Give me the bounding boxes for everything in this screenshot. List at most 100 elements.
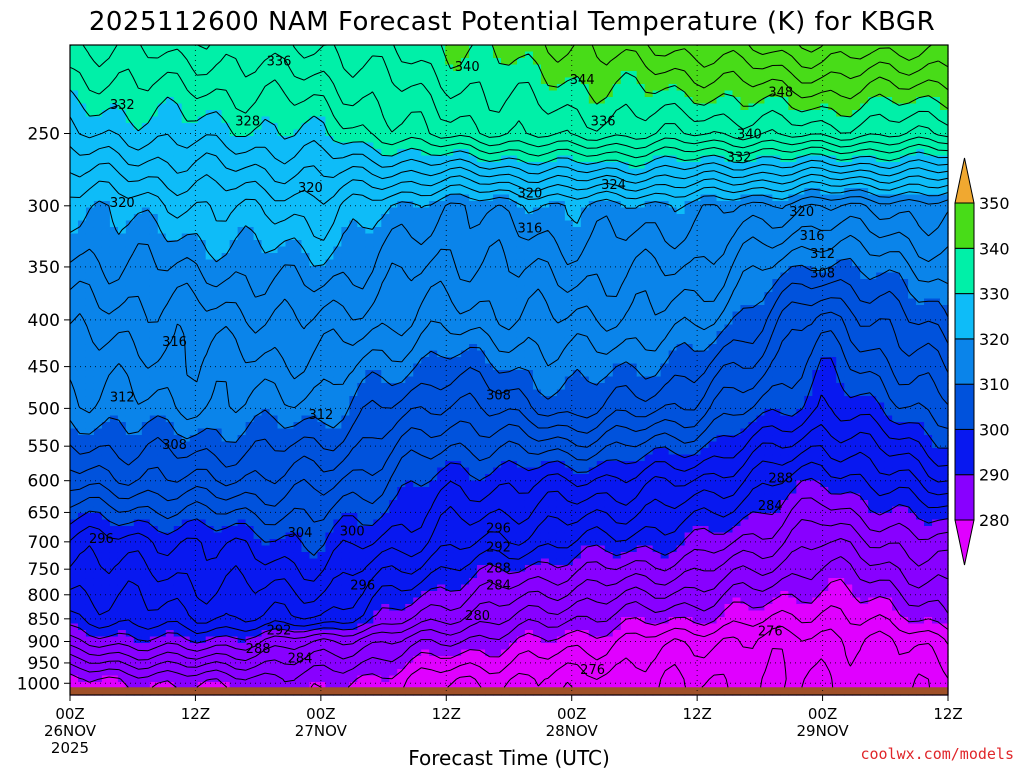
theta-cell (405, 617, 414, 625)
theta-cell (213, 656, 223, 664)
theta-cell (269, 428, 279, 436)
theta-cell (453, 565, 462, 573)
theta-cell (397, 207, 406, 215)
theta-cell (461, 103, 470, 111)
theta-cell (261, 435, 271, 443)
theta-cell (293, 363, 303, 371)
theta-cell (301, 422, 311, 430)
theta-cell (429, 571, 438, 579)
theta-cell (373, 188, 382, 196)
theta-cell (149, 617, 159, 625)
theta-cell (181, 656, 191, 664)
theta-cell (181, 552, 191, 560)
theta-cell (365, 441, 374, 449)
theta-cell (173, 552, 183, 560)
theta-cell (109, 311, 119, 319)
theta-cell (157, 578, 167, 586)
theta-cell (397, 214, 406, 222)
theta-cell (117, 500, 127, 508)
theta-cell (245, 662, 255, 670)
theta-cell (389, 461, 398, 469)
theta-cell (181, 149, 191, 157)
theta-cell (397, 298, 406, 306)
theta-cell (301, 578, 311, 586)
theta-cell (429, 487, 438, 495)
theta-cell (453, 305, 462, 313)
theta-cell (261, 643, 271, 651)
theta-cell (261, 240, 271, 248)
theta-cell (125, 90, 135, 98)
theta-cell (421, 103, 430, 111)
theta-cell (141, 435, 151, 443)
theta-cell (341, 682, 350, 690)
theta-cell (70, 344, 79, 352)
theta-cell (357, 617, 366, 625)
theta-cell (277, 259, 287, 267)
theta-cell (70, 51, 79, 59)
theta-cell (213, 636, 223, 644)
theta-cell (349, 519, 358, 527)
theta-cell (389, 331, 398, 339)
theta-cell (373, 532, 382, 540)
theta-cell (117, 168, 127, 176)
theta-cell (165, 292, 175, 300)
theta-cell (125, 305, 135, 313)
theta-cell (301, 409, 311, 417)
theta-cell (109, 467, 119, 475)
theta-cell (85, 77, 95, 85)
theta-cell (309, 337, 319, 345)
theta-cell (357, 201, 366, 209)
theta-cell (357, 467, 366, 475)
theta-cell (437, 259, 446, 267)
theta-cell (389, 435, 398, 443)
theta-cell (125, 396, 135, 404)
theta-cell (149, 324, 159, 332)
theta-cell (421, 402, 430, 410)
theta-cell (389, 129, 398, 137)
theta-cell (77, 435, 87, 443)
theta-cell (189, 441, 199, 449)
theta-cell (301, 220, 311, 228)
theta-cell (189, 259, 199, 267)
theta-cell (213, 201, 223, 209)
theta-cell (349, 558, 358, 566)
theta-cell (389, 630, 398, 638)
theta-cell (109, 552, 119, 560)
theta-cell (189, 155, 199, 163)
theta-cell (309, 45, 319, 53)
theta-cell (173, 233, 183, 241)
theta-cell (269, 526, 279, 534)
theta-cell (101, 305, 111, 313)
theta-cell (293, 214, 303, 222)
theta-cell (309, 84, 319, 92)
theta-cell (405, 246, 414, 254)
theta-cell (333, 669, 342, 677)
theta-cell (389, 656, 398, 664)
theta-cell (181, 181, 191, 189)
theta-cell (70, 519, 79, 527)
theta-cell (341, 383, 350, 391)
theta-cell (349, 77, 358, 85)
theta-cell (301, 565, 311, 573)
theta-cell (269, 649, 279, 657)
theta-cell (125, 64, 135, 72)
theta-cell (133, 51, 143, 59)
theta-cell (205, 103, 215, 111)
theta-cell (237, 649, 247, 657)
theta-cell (269, 233, 279, 241)
theta-cell (205, 318, 215, 326)
theta-cell (165, 454, 175, 462)
theta-cell (141, 682, 151, 690)
theta-cell (341, 123, 350, 131)
theta-cell (93, 623, 103, 631)
theta-cell (109, 493, 119, 501)
theta-cell (141, 129, 151, 137)
theta-cell (197, 136, 207, 144)
theta-cell (237, 175, 247, 183)
theta-cell (405, 467, 414, 475)
theta-cell (405, 649, 414, 657)
theta-cell (261, 227, 271, 235)
theta-cell (85, 97, 95, 105)
theta-cell (70, 487, 79, 495)
theta-cell (165, 110, 175, 118)
